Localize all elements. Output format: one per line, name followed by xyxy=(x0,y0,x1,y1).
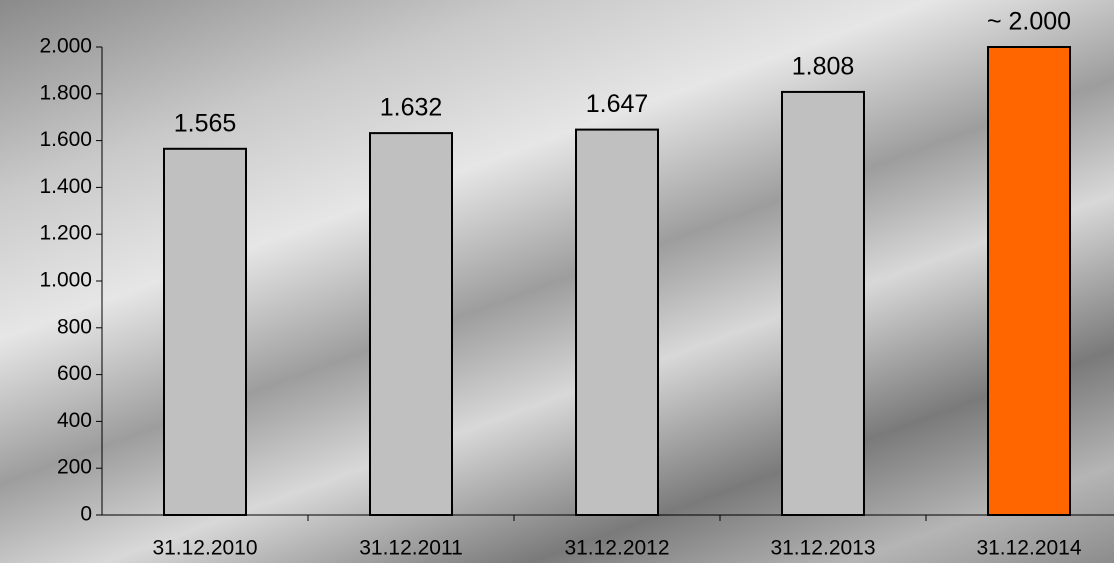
bar xyxy=(781,90,865,516)
y-tick-label: 1.000 xyxy=(39,269,92,292)
value-label: 1.647 xyxy=(586,90,649,118)
bar xyxy=(987,46,1071,516)
value-label: 1.565 xyxy=(174,109,237,137)
bar xyxy=(575,128,659,517)
value-label: 1.808 xyxy=(792,53,855,81)
y-tick-label: 1.600 xyxy=(39,128,92,151)
x-tick-label: 31.12.2014 xyxy=(976,537,1081,560)
y-tick-label: 1.400 xyxy=(39,175,92,198)
y-tick-label: 800 xyxy=(57,315,92,338)
y-tick-label: 1.800 xyxy=(39,81,92,104)
y-tick-label: 400 xyxy=(57,409,92,432)
bar xyxy=(163,147,247,516)
y-tick-label: 600 xyxy=(57,362,92,385)
x-tick-label: 31.12.2013 xyxy=(770,537,875,560)
bar xyxy=(369,132,453,516)
y-tick-label: 200 xyxy=(57,456,92,479)
x-tick-label: 31.12.2011 xyxy=(359,537,463,560)
y-tick-label: 0 xyxy=(80,503,92,526)
x-tick-label: 31.12.2012 xyxy=(564,537,669,560)
y-tick-label: 1.200 xyxy=(39,222,92,245)
x-tick-label: 31.12.2010 xyxy=(152,537,257,560)
value-label: ~ 2.000 xyxy=(987,8,1071,36)
y-tick-label: 2.000 xyxy=(39,35,92,58)
value-label: 1.632 xyxy=(380,94,443,122)
